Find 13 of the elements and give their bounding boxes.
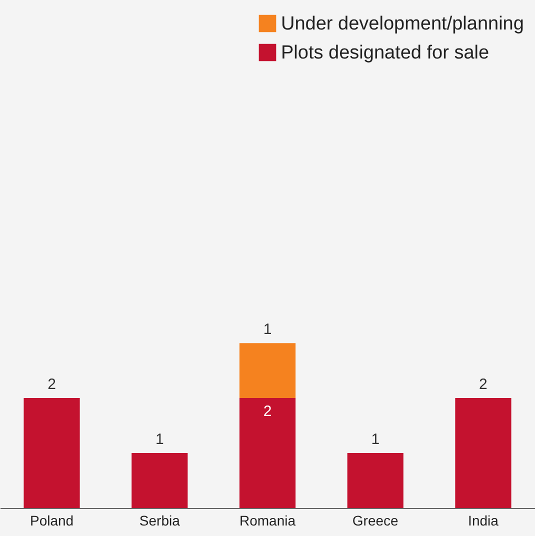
x-tick-label: Poland — [30, 512, 74, 528]
data-label: 1 — [263, 321, 272, 338]
data-label: 1 — [155, 431, 164, 448]
legend-label: Plots designated for sale — [281, 42, 490, 64]
x-tick-label: Greece — [352, 512, 399, 528]
data-label: 2 — [479, 376, 488, 394]
legend-label: Under development/planning — [281, 14, 524, 34]
data-label: 2 — [263, 403, 272, 420]
x-tick-label: India — [468, 512, 499, 528]
data-label: 1 — [371, 431, 380, 448]
x-tick-label: Romania — [239, 512, 296, 528]
data-label: 2 — [48, 376, 56, 394]
x-tick-label: Serbia — [139, 512, 180, 528]
